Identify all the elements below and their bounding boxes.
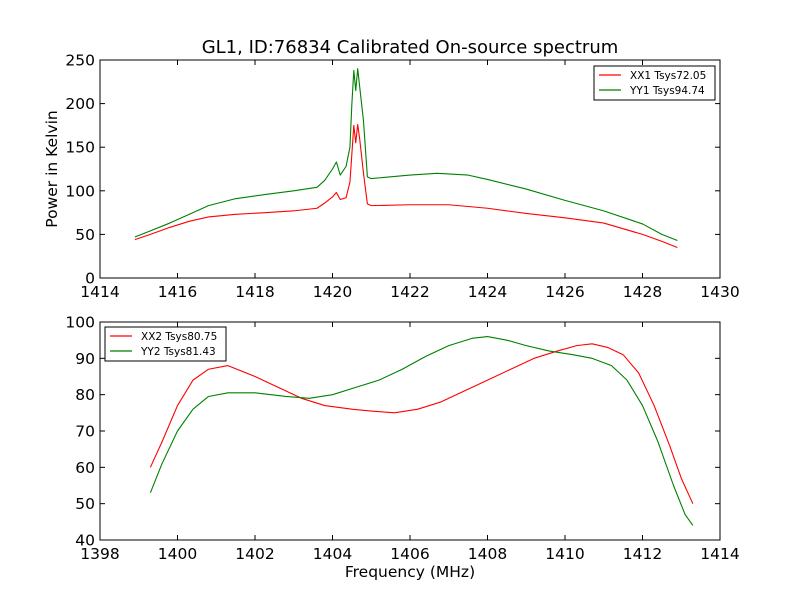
- top-xtick-label: 1418: [235, 283, 274, 301]
- bottom-ytick-label: 90: [75, 350, 95, 368]
- bottom-ytick-label: 80: [75, 386, 95, 404]
- bottom-ytick-label: 40: [75, 532, 95, 550]
- bottom-xtick-label: 1404: [313, 545, 352, 563]
- top-legend-label-1: XX1 Tsys72.05: [630, 70, 706, 82]
- bottom-series-line-1: [149, 343, 694, 504]
- top-xtick-label: 1420: [313, 283, 352, 301]
- top-xtick-label: 1426: [545, 283, 584, 301]
- bottom-xlabel: Frequency (MHz): [345, 563, 475, 581]
- top-ytick-label: 100: [65, 182, 95, 200]
- bottom-spectrum-panel: Frequency (MHz) 1398 1400 1402 1404 1406 1408…: [65, 314, 739, 582]
- bottom-xtick-label: 1398: [80, 545, 119, 563]
- bottom-series-line-2: [149, 335, 694, 526]
- top-xtick-label: 1430: [700, 283, 739, 301]
- top-ylabel: Power in Kelvin: [43, 110, 61, 227]
- bottom-xtick-label: 1406: [390, 545, 429, 563]
- top-ytick-label: 250: [65, 52, 95, 70]
- bottom-xtick-label: 1412: [623, 545, 662, 563]
- top-series-line-1: [134, 123, 678, 248]
- top-legend: XX1 Tsys72.05 YY1 Tsys94.74: [593, 65, 716, 101]
- bottom-xtick-label: 1402: [235, 545, 274, 563]
- top-xtick-label: 1416: [158, 283, 197, 301]
- bottom-ytick-label: 70: [75, 423, 95, 441]
- top-ytick-label: 50: [75, 226, 95, 244]
- top-ytick-label: 150: [65, 139, 95, 157]
- top-spectrum-panel: Power in Kelvin 1414 1416 1418 1420 1422 1424…: [43, 52, 740, 302]
- bottom-xtick-label: 1414: [700, 545, 739, 563]
- top-xtick-label: 1424: [468, 283, 507, 301]
- bottom-legend-label-1: XX2 Tsys80.75: [141, 331, 217, 343]
- top-xtick-label: 1428: [623, 283, 662, 301]
- bottom-xtick-label: 1410: [545, 545, 584, 563]
- figure-title: GL1, ID:76834 Calibrated On-source spect…: [202, 37, 619, 58]
- bottom-ytick-label: 50: [75, 495, 95, 513]
- bottom-ytick-label: 100: [65, 314, 95, 332]
- top-legend-label-2: YY1 Tsys94.74: [629, 85, 705, 97]
- top-ytick-label: 0: [85, 270, 95, 288]
- bottom-ytick-label: 60: [75, 459, 95, 477]
- bottom-legend-label-2: YY2 Tsys81.43: [140, 346, 216, 358]
- bottom-legend-box: [104, 326, 227, 362]
- bottom-xtick-label: 1400: [158, 545, 197, 563]
- top-legend-box: [593, 65, 716, 101]
- top-xtick-label: 1422: [390, 283, 429, 301]
- top-series-line-2: [134, 68, 678, 242]
- top-ytick-label: 200: [65, 95, 95, 113]
- top-xtick-label: 1414: [80, 283, 119, 301]
- bottom-xtick-label: 1408: [468, 545, 507, 563]
- bottom-legend: XX2 Tsys80.75 YY2 Tsys81.43: [104, 326, 227, 362]
